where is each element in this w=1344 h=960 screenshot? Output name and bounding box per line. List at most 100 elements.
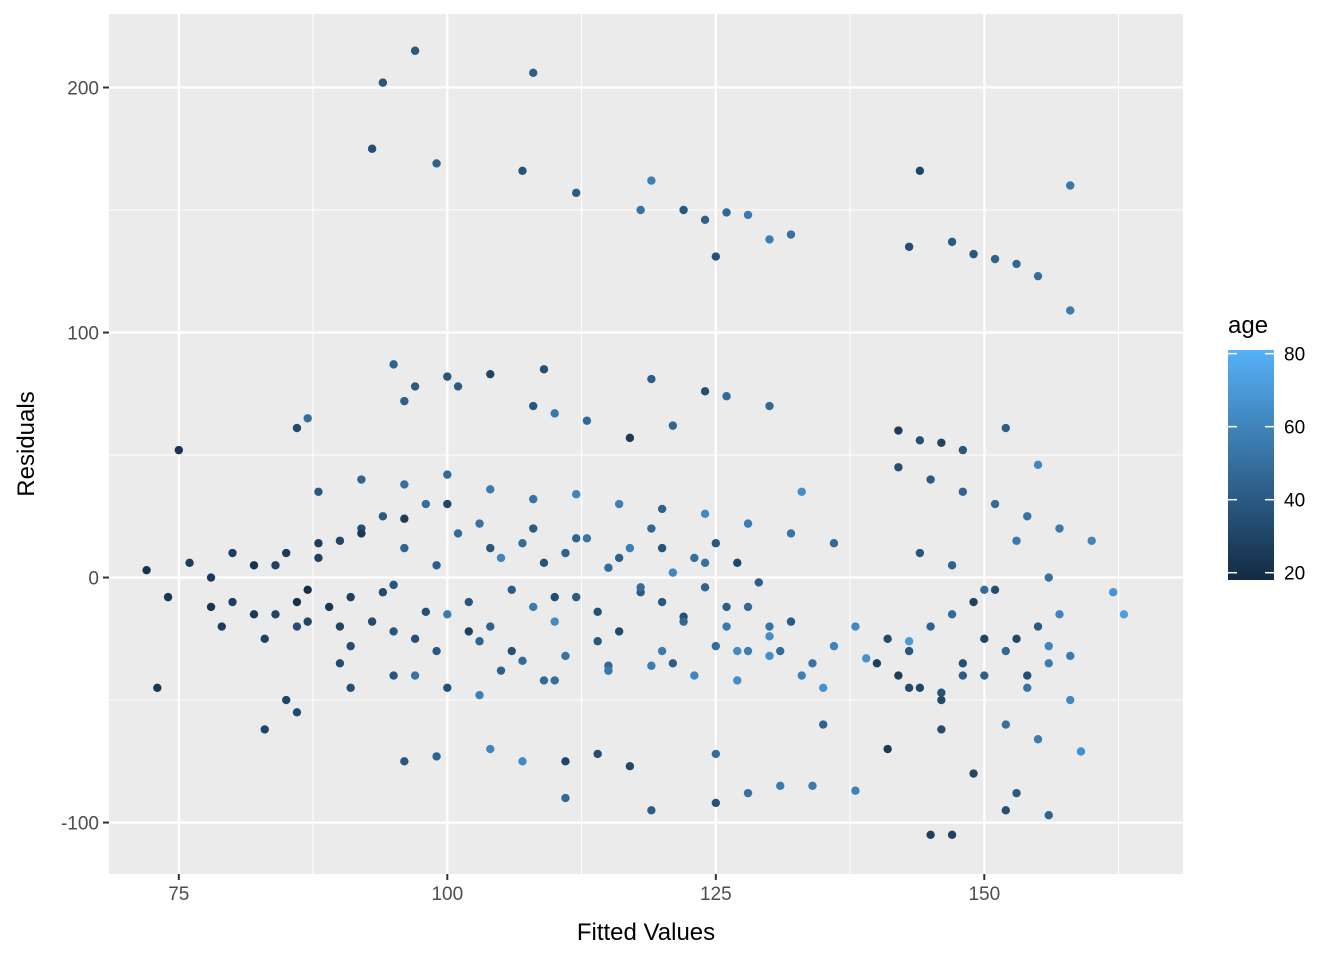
- data-point: [700, 215, 710, 225]
- data-point: [292, 423, 302, 433]
- data-point: [904, 242, 914, 251]
- data-point: [206, 602, 216, 612]
- data-point: [1012, 536, 1021, 545]
- data-point: [1044, 810, 1053, 820]
- data-point: [765, 235, 774, 244]
- legend-colorbar: [1228, 350, 1274, 580]
- data-point: [915, 436, 925, 445]
- data-point: [786, 529, 796, 538]
- data-point: [1066, 306, 1075, 315]
- y-tick-label: 100: [67, 324, 99, 345]
- data-point: [335, 659, 345, 668]
- data-point: [937, 688, 946, 697]
- legend: age 20 40 60 80: [1228, 312, 1305, 585]
- data-point: [915, 683, 925, 692]
- data-point: [765, 651, 774, 661]
- data-point: [690, 671, 699, 680]
- data-point: [400, 480, 409, 489]
- data-point: [604, 563, 613, 572]
- data-point: [711, 641, 721, 651]
- data-point: [271, 610, 280, 619]
- data-point: [786, 617, 796, 626]
- data-point: [647, 806, 656, 815]
- data-point: [260, 725, 269, 734]
- data-point: [486, 744, 495, 754]
- data-point: [894, 671, 903, 680]
- data-point: [797, 671, 806, 680]
- data-point: [507, 646, 516, 656]
- data-point: [378, 588, 388, 597]
- data-point: [604, 666, 613, 675]
- legend-tick-label: 60: [1284, 418, 1305, 439]
- data-point: [679, 205, 688, 215]
- data-point: [142, 565, 151, 575]
- data-point: [324, 602, 334, 612]
- data-point: [625, 433, 635, 443]
- data-point: [1001, 423, 1010, 433]
- data-point: [571, 534, 581, 543]
- data-point: [378, 512, 388, 521]
- data-point: [561, 548, 570, 558]
- x-tick-label: 75: [168, 884, 189, 905]
- data-point: [443, 683, 452, 692]
- data-point: [743, 646, 753, 656]
- data-point: [249, 561, 259, 570]
- data-point: [518, 166, 527, 176]
- data-point: [937, 695, 946, 705]
- data-point: [915, 548, 925, 558]
- data-point: [614, 553, 624, 563]
- data-point: [711, 749, 721, 759]
- data-point: [529, 524, 538, 533]
- data-point: [711, 539, 721, 548]
- data-point: [1023, 683, 1032, 692]
- data-point: [743, 602, 753, 612]
- data-point: [421, 499, 431, 509]
- data-point: [1044, 641, 1053, 651]
- legend-tick-label: 20: [1284, 564, 1305, 585]
- data-point: [486, 369, 495, 379]
- data-point: [700, 558, 710, 568]
- data-point: [518, 539, 527, 548]
- data-point: [518, 656, 527, 666]
- data-point: [1023, 512, 1032, 521]
- data-point: [883, 744, 892, 754]
- data-point: [819, 720, 828, 729]
- data-point: [475, 637, 484, 646]
- data-point: [550, 676, 559, 685]
- data-point: [464, 597, 473, 607]
- data-point: [894, 463, 903, 472]
- data-point: [647, 176, 656, 185]
- data-point: [1108, 588, 1118, 597]
- data-point: [282, 548, 291, 558]
- data-point: [314, 487, 323, 496]
- data-point: [668, 568, 678, 577]
- data-point: [926, 475, 935, 484]
- data-point: [1066, 695, 1075, 705]
- data-point: [153, 683, 162, 692]
- data-point: [647, 374, 656, 384]
- data-point: [260, 634, 269, 643]
- data-point: [1087, 536, 1096, 545]
- data-point: [1033, 735, 1043, 744]
- data-point: [657, 504, 667, 514]
- data-point: [507, 585, 516, 594]
- data-point: [1055, 610, 1064, 619]
- data-point: [529, 68, 538, 78]
- data-point: [1055, 524, 1064, 533]
- data-point: [636, 583, 645, 592]
- data-point: [657, 597, 667, 607]
- data-point: [668, 421, 678, 430]
- data-point: [829, 539, 839, 548]
- data-point: [496, 666, 506, 675]
- data-point: [614, 499, 624, 509]
- data-point: [614, 627, 624, 636]
- data-point: [550, 617, 559, 626]
- data-point: [582, 416, 592, 425]
- data-point: [593, 637, 602, 646]
- x-tick-label: 100: [431, 884, 463, 905]
- data-point: [539, 365, 549, 374]
- data-point: [657, 646, 667, 656]
- data-point: [335, 536, 345, 545]
- data-point: [904, 683, 914, 692]
- data-point: [958, 659, 968, 668]
